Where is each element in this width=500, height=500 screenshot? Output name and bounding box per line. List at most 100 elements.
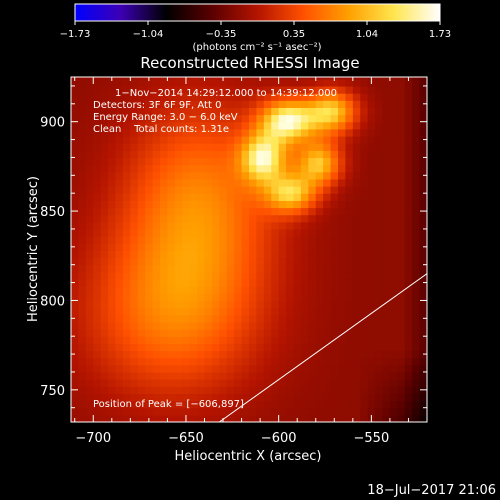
heatmap-cell [100,121,109,130]
heatmap-cell [189,307,198,316]
heatmap-cell [404,286,413,294]
heatmap-cell [174,329,183,337]
heatmap-cell [85,164,94,173]
heatmap-cell [189,250,198,259]
heatmap-cell [286,186,295,194]
heatmap-cell [308,414,317,422]
heatmap-cell [412,150,421,159]
heatmap-cell [160,93,169,101]
heatmap-cell [130,77,139,80]
heatmap-cell [115,264,124,273]
colorbar-tick-label: −1.73 [60,29,91,40]
heatmap-cell [308,157,317,166]
heatmap-cell [182,286,191,294]
heatmap-cell [204,414,213,422]
heatmap-cell [382,357,391,366]
heatmap-cell [152,93,161,101]
heatmap-cell [412,171,421,180]
heatmap-cell [263,236,272,244]
heatmap-cell [122,400,131,409]
heatmap-cell [338,243,347,251]
heatmap-cell [189,143,198,151]
heatmap-cell [174,386,183,394]
heatmap-cell [263,143,272,151]
heatmap-cell [286,357,295,366]
heatmap-cell [241,100,250,108]
heatmap-cell [197,107,206,116]
heatmap-cell [286,400,295,409]
heatmap-cell [323,257,332,266]
heatmap-cell [263,407,272,416]
heatmap-cell [241,257,250,266]
heatmap-cell [226,271,235,280]
heatmap-cell [167,228,176,237]
heatmap-cell [360,386,369,394]
heatmap-cell [263,393,272,402]
heatmap-cell [278,228,287,237]
heatmap-cell [85,343,94,352]
heatmap-cell [137,407,146,416]
heatmap-cell [352,193,361,201]
heatmap-cell [152,343,161,352]
heatmap-cell [330,400,339,409]
heatmap-cell [352,114,361,123]
heatmap-cell [145,336,154,344]
heatmap-cell [389,214,398,223]
heatmap-cell [108,407,117,416]
heatmap-cell [211,400,220,409]
heatmap-cell [71,114,80,123]
heatmap-cell [160,107,169,116]
heatmap-cell [226,193,235,201]
heatmap-cell [174,107,183,116]
heatmap-cell [286,300,295,309]
heatmap-cell [338,214,347,223]
heatmap-cell [293,164,302,173]
heatmap-cell [167,286,176,294]
heatmap-cell [397,135,406,144]
heatmap-cell [241,350,250,359]
heatmap-cell [345,250,354,259]
heatmap-cell [204,236,213,244]
heatmap-cell [167,300,176,309]
heatmap-cell [145,386,154,394]
heatmap-cell [122,271,131,280]
heatmap-cell [226,343,235,352]
heatmap-cell [271,307,280,316]
heatmap-cell [78,336,87,344]
heatmap-cell [189,236,198,244]
heatmap-cell [300,128,309,137]
heatmap-cell [152,364,161,373]
heatmap-cell [375,257,384,266]
heatmap-cell [330,221,339,230]
heatmap-cell [108,271,117,280]
colorbar [74,3,441,22]
heatmap-cell [256,250,265,259]
heatmap-cell [182,393,191,402]
heatmap-cell [286,200,295,209]
heatmap-cell [338,250,347,259]
heatmap-cell [71,393,80,402]
heatmap-cell [100,329,109,337]
heatmap-cell [315,329,324,337]
heatmap-cell [78,221,87,230]
heatmap-cell [160,150,169,159]
heatmap-cell [256,171,265,180]
heatmap-cell [219,193,228,201]
heatmap-cell [108,200,117,209]
heatmap-cell [93,343,102,352]
heatmap-cell [338,400,347,409]
heatmap-cell [263,186,272,194]
heatmap-cell [389,135,398,144]
heatmap-cell [78,357,87,366]
heatmap-cell [219,343,228,352]
heatmap-cell [271,207,280,216]
heatmap-cell [352,178,361,187]
heatmap-cell [323,293,332,302]
heatmap-cell [152,186,161,194]
heatmap-cell [293,300,302,309]
heatmap-cell [130,286,139,294]
heatmap-cell [315,336,324,344]
colorbar-ticks: −1.73 −1.04 −0.35 0.35 1.04 1.73 [60,21,451,40]
heatmap-cell [263,336,272,344]
heatmap-cell [293,93,302,101]
